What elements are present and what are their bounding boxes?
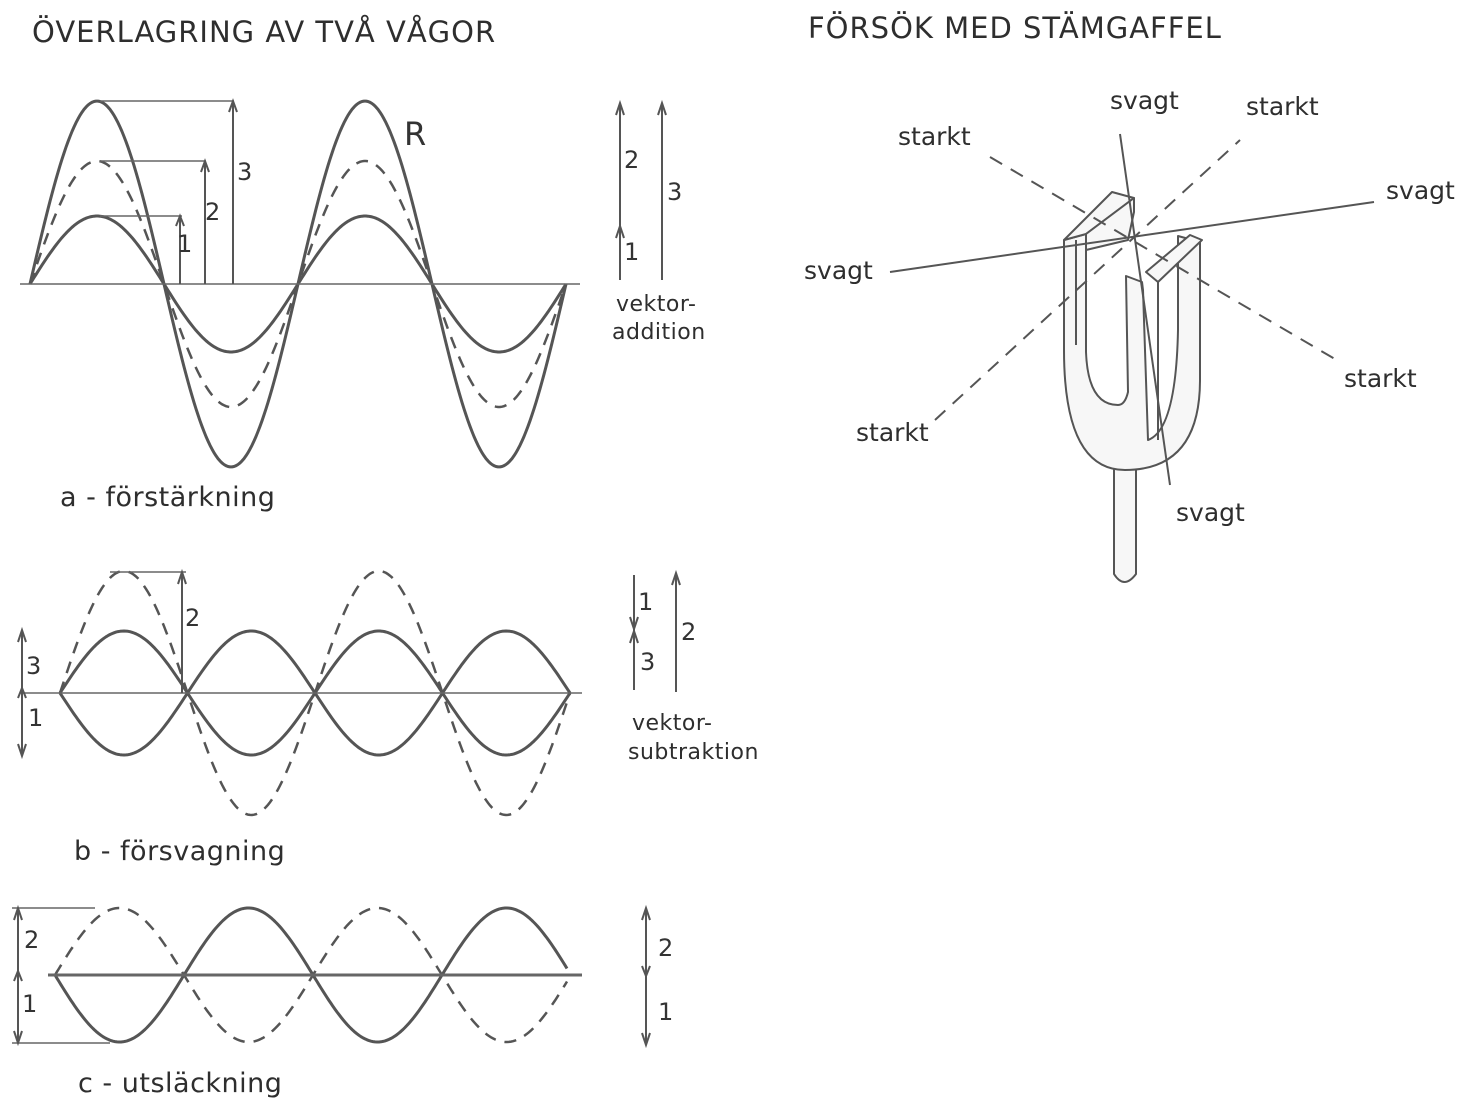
panel-b-vector-text-2: subtraktion bbox=[628, 740, 759, 765]
fork-label-starkt-top-right: starkt bbox=[1246, 92, 1319, 121]
line-svagt-vertical bbox=[1119, 133, 1171, 486]
tuning-fork bbox=[889, 133, 1375, 583]
fork-label-starkt-top-left: starkt bbox=[898, 122, 971, 151]
panel-c-vec-1: 1 bbox=[658, 998, 674, 1026]
panel-b-vector-arrows bbox=[629, 569, 681, 692]
fork-label-svagt-right: svagt bbox=[1386, 176, 1455, 205]
panel-a-amp-2: 2 bbox=[205, 198, 221, 226]
panel-b-vec-3: 3 bbox=[640, 648, 656, 676]
panel-c-waves bbox=[53, 906, 569, 1044]
panel-b-amplitude-markers bbox=[17, 568, 187, 760]
panel-b-vec-2: 2 bbox=[681, 618, 697, 646]
fork-label-starkt-bottom-left: starkt bbox=[856, 418, 929, 447]
fork-label-svagt-top: svagt bbox=[1110, 86, 1179, 115]
panel-a-amp-3: 3 bbox=[237, 158, 253, 186]
panel-a-vec-3: 3 bbox=[667, 178, 683, 206]
panel-a-amp-1: 1 bbox=[177, 230, 193, 258]
panel-a-vec-1: 1 bbox=[624, 238, 640, 266]
panel-b-amp-2: 2 bbox=[185, 604, 201, 632]
panel-c-caption: c - utsläckning bbox=[78, 1068, 283, 1099]
panel-a-vector-text-1: vektor- bbox=[616, 292, 697, 317]
panel-c-vector-arrows bbox=[641, 904, 651, 1049]
line-starkt-diagonal-1 bbox=[989, 156, 1341, 363]
wave-2 bbox=[53, 906, 569, 1044]
panel-c-vec-2: 2 bbox=[658, 934, 674, 962]
panel-c-amp-2: 2 bbox=[24, 926, 40, 954]
fork-label-svagt-left: svagt bbox=[804, 256, 873, 285]
panel-a-amplitude-markers bbox=[100, 98, 238, 284]
left-title: ÖVERLAGRING AV TVÅ VÅGOR bbox=[32, 15, 497, 49]
panel-a-vector-arrows bbox=[615, 99, 667, 280]
fork-label-svagt-bottom: svagt bbox=[1176, 498, 1245, 527]
panel-b-vec-1: 1 bbox=[638, 588, 654, 616]
panel-b-caption: b - försvagning bbox=[74, 836, 286, 867]
line-svagt-horizontal bbox=[889, 201, 1375, 273]
panel-a-caption: a - förstärkning bbox=[60, 482, 276, 513]
panel-c-amp-1: 1 bbox=[22, 990, 38, 1018]
panel-c-amplitude-markers bbox=[12, 904, 110, 1047]
panel-a-label-r: R bbox=[404, 115, 427, 153]
fork-label-starkt-right: starkt bbox=[1344, 364, 1417, 393]
right-title: FÖRSÖK MED STÄMGAFFEL bbox=[808, 11, 1222, 45]
panel-b-vector-text-1: vektor- bbox=[632, 711, 713, 736]
panel-b-amp-1: 1 bbox=[28, 704, 44, 732]
panel-b-amp-3: 3 bbox=[26, 652, 42, 680]
panel-a-vector-text-2: addition bbox=[612, 320, 706, 345]
panel-a-vec-2: 2 bbox=[624, 146, 640, 174]
wave-1 bbox=[53, 906, 569, 1044]
line-starkt-diagonal-2 bbox=[934, 139, 1241, 421]
